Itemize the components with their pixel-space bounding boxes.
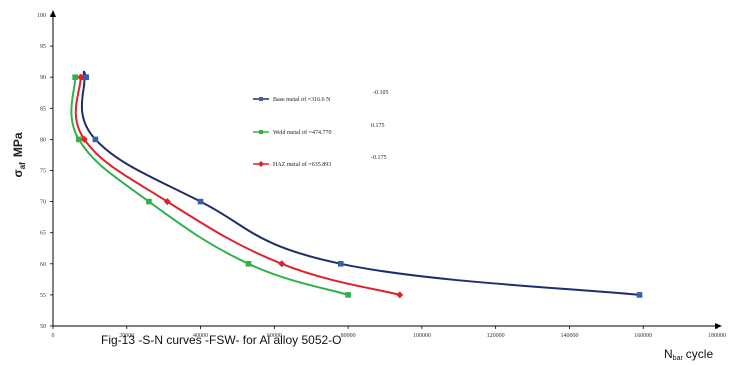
- legend-marker-haz: [258, 161, 264, 167]
- y-tick-label: 65: [40, 231, 46, 237]
- base-metal-line: [82, 72, 640, 295]
- x-tick-label: 140000: [560, 333, 578, 339]
- x-axis-title-unit: cycle: [686, 347, 714, 361]
- haz-metal-line: [76, 77, 400, 295]
- legend: Base metal σf =316.6 N -0.105 Weld metal…: [253, 90, 389, 168]
- y-tick-label: 75: [40, 169, 46, 175]
- x-tick-label: 80000: [341, 333, 356, 339]
- y-tick-label: 90: [40, 75, 46, 81]
- weld-metal-point: [76, 137, 82, 143]
- weld-metal-line: [71, 77, 348, 295]
- y-axis-arrow: [50, 10, 56, 17]
- x-tick-label: 100000: [413, 333, 431, 339]
- x-tick-label: 120000: [487, 333, 505, 339]
- x-tick-label: 0: [52, 333, 55, 339]
- legend-exp-weld: 0.175: [371, 123, 385, 129]
- legend-exp-base: -0.105: [373, 90, 389, 96]
- legend-label-weld: Weld metal σf =474.770: [273, 129, 331, 136]
- x-axis-title: Nbar cycle: [664, 347, 713, 362]
- x-axis-arrow: [715, 323, 722, 329]
- base-metal-point: [93, 137, 99, 143]
- base-metal-point: [637, 292, 643, 298]
- series-layer: [71, 72, 642, 299]
- y-axis-title-main: σ: [11, 169, 25, 177]
- legend-marker-base: [259, 97, 263, 101]
- weld-metal-point: [246, 261, 252, 267]
- base-metal-point: [198, 199, 204, 205]
- y-tick-label: 70: [40, 200, 46, 206]
- x-axis-title-main: N: [664, 347, 673, 361]
- y-axis-title-unit: MPa: [11, 132, 25, 157]
- y-tick-label: 55: [40, 293, 46, 299]
- weld-metal-point: [72, 74, 78, 80]
- figure-caption: Fig-13 -S-N curves -FSW- for Al alloy 50…: [101, 333, 342, 347]
- y-axis-title-sub: af: [18, 162, 27, 169]
- legend-label-haz: HAZ metal σf =635.893: [273, 161, 331, 168]
- legend-exp-haz: -0.175: [371, 155, 387, 161]
- weld-metal-point: [146, 199, 152, 205]
- y-tick-label: 80: [40, 137, 46, 143]
- y-tick-label: 85: [40, 106, 46, 112]
- y-tick-group: 50 55 60 65 70 75 80 85 90 95 100: [37, 13, 53, 330]
- x-axis-title-sub: bar: [673, 355, 684, 362]
- base-metal-point: [338, 261, 344, 267]
- legend-item-base: Base metal σf =316.6 N -0.105: [253, 90, 389, 103]
- y-axis-title: σaf MPa: [11, 132, 27, 177]
- legend-item-haz: HAZ metal σf =635.893 -0.175: [253, 155, 387, 168]
- y-tick-label: 100: [37, 13, 46, 19]
- y-tick-label: 95: [40, 44, 46, 50]
- weld-metal-point: [345, 292, 351, 298]
- legend-marker-weld: [259, 130, 263, 134]
- x-tick-label: 160000: [634, 333, 652, 339]
- y-tick-label: 50: [40, 324, 46, 330]
- x-tick-label: 180000: [708, 333, 726, 339]
- haz-metal-point: [278, 260, 285, 267]
- haz-metal-point: [396, 291, 403, 298]
- legend-item-weld: Weld metal σf =474.770 0.175: [253, 123, 385, 136]
- legend-label-base: Base metal σf =316.6 N: [273, 96, 331, 103]
- y-tick-label: 60: [40, 262, 46, 268]
